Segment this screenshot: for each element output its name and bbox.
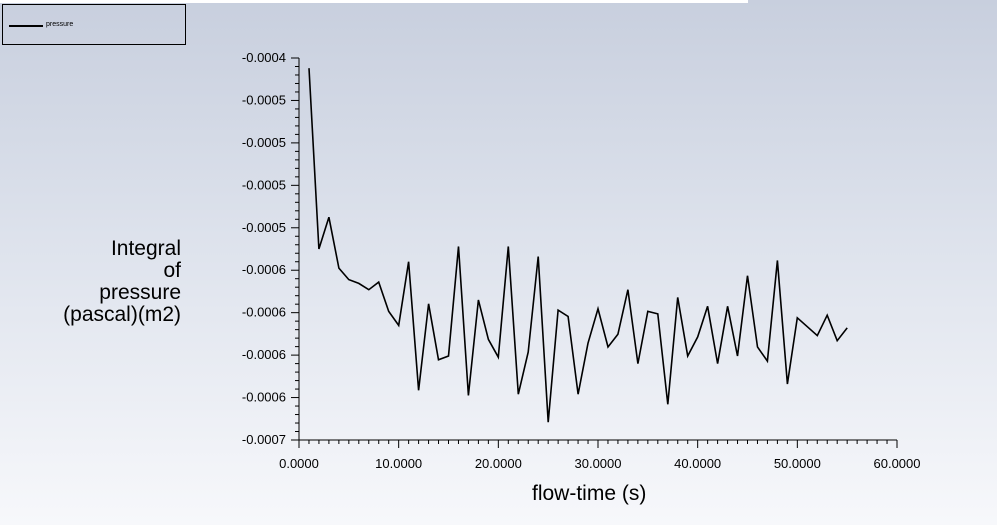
y-tick-label: -0.0006: [242, 347, 286, 362]
y-tick-label: -0.0007: [242, 432, 286, 447]
x-tick-label: 0.0000: [279, 456, 319, 471]
x-tick-label: 20.0000: [475, 456, 522, 471]
y-axis-label: Integral of pressure (pascal)(m2): [63, 238, 181, 326]
x-tick-label: 10.0000: [375, 456, 422, 471]
x-tick-label: 30.0000: [575, 456, 622, 471]
y-tick-label: -0.0005: [242, 135, 286, 150]
y-axis-label-line: (pascal)(m2): [63, 303, 181, 326]
y-tick-label: -0.0005: [242, 177, 286, 192]
y-tick-label: -0.0004: [242, 50, 286, 65]
y-axis-label-line: of: [163, 259, 181, 282]
window-top-strip: [0, 0, 748, 3]
x-axis-label: flow-time (s): [532, 482, 647, 505]
y-tick-label: -0.0005: [242, 220, 286, 235]
y-axis-label-line: pressure: [99, 281, 181, 304]
series-line-pressure: [308, 68, 848, 423]
y-tick-label: -0.0005: [242, 92, 286, 107]
x-tick-label: 50.0000: [774, 456, 821, 471]
legend-label-pressure: pressure: [46, 21, 74, 28]
x-tick-label: 60.0000: [874, 456, 921, 471]
y-tick-label: -0.0006: [242, 390, 286, 405]
legend-swatch-pressure: [9, 25, 43, 27]
y-axis-label-line: Integral: [110, 237, 181, 260]
y-tick-label: -0.0006: [242, 305, 286, 320]
y-tick-label: -0.0006: [242, 262, 286, 277]
x-tick-label: 40.0000: [674, 456, 721, 471]
chart-legend: pressure: [2, 4, 186, 45]
